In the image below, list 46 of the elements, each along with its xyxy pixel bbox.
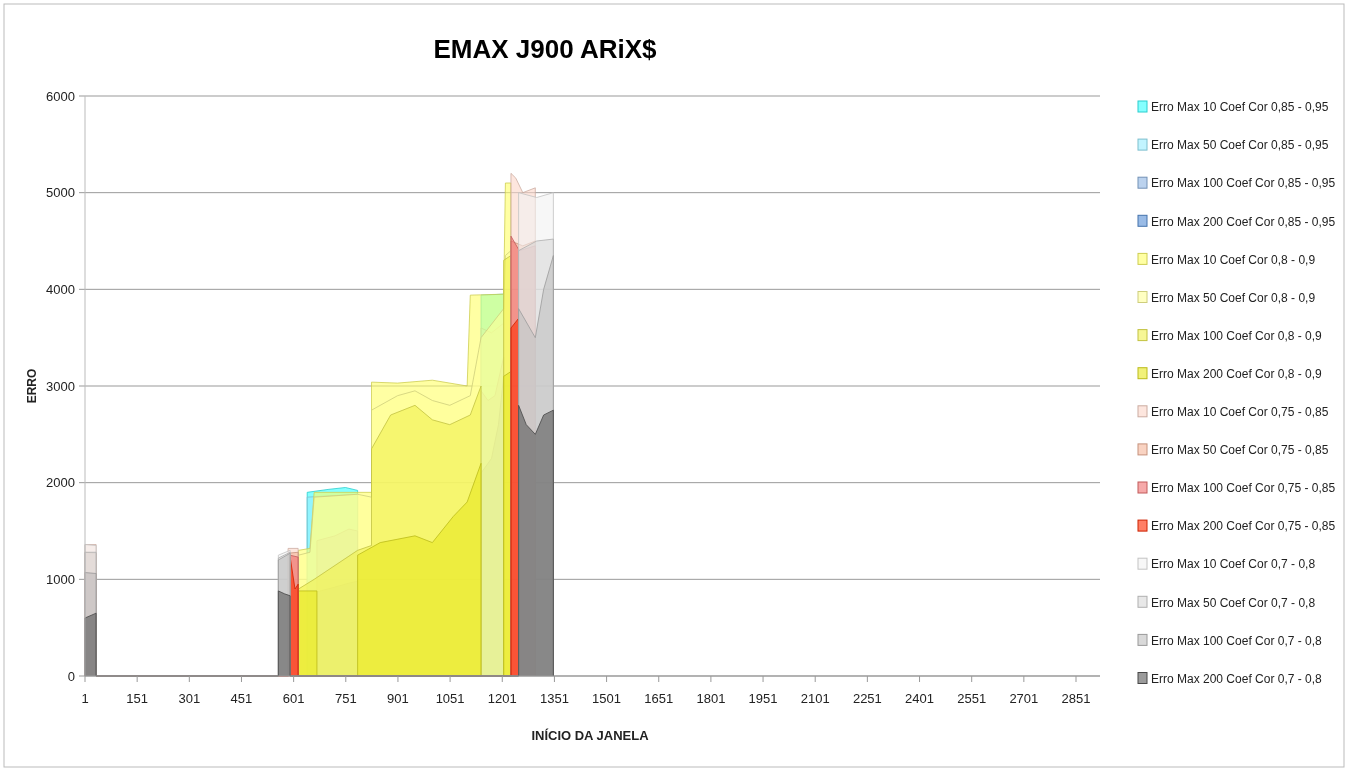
chart-title: EMAX J900 ARiX$ <box>433 34 658 64</box>
legend-label: Erro Max 200 Coef Cor 0,8 - 0,9 <box>1151 366 1323 381</box>
legend-label: Erro Max 50 Coef Cor 0,7 - 0,8 <box>1151 595 1316 610</box>
x-tick-label: 1 <box>81 691 89 706</box>
x-tick-label: 2251 <box>852 691 882 706</box>
legend-label: Erro Max 50 Coef Cor 0,75 - 0,85 <box>1151 443 1329 458</box>
legend-label: Erro Max 200 Coef Cor 0,7 - 0,8 <box>1151 671 1323 686</box>
x-tick-label: 1351 <box>539 691 569 706</box>
x-tick-label: 151 <box>126 691 149 706</box>
y-tick-label: 2000 <box>46 475 75 491</box>
x-tick-label: 2551 <box>957 691 987 706</box>
y-axis-title: ERRO <box>25 368 39 404</box>
legend-label: Erro Max 50 Coef Cor 0,8 - 0,9 <box>1151 290 1316 305</box>
x-tick-label: 751 <box>334 691 357 706</box>
y-tick-label: 4000 <box>46 281 75 297</box>
legend-label: Erro Max 50 Coef Cor 0,85 - 0,95 <box>1151 138 1329 153</box>
y-tick-label: 5000 <box>46 185 75 201</box>
x-tick-label: 2851 <box>1061 691 1091 706</box>
x-tick-label: 451 <box>230 691 253 706</box>
x-axis-title: INÍCIO DA JANELA <box>531 728 650 743</box>
x-tick-label: 601 <box>282 691 305 706</box>
legend-label: Erro Max 10 Coef Cor 0,85 - 0,95 <box>1151 100 1329 115</box>
x-tick-label: 301 <box>178 691 201 706</box>
x-tick-label: 1201 <box>487 691 517 706</box>
y-tick-label: 6000 <box>46 88 75 104</box>
legend-label: Erro Max 100 Coef Cor 0,7 - 0,8 <box>1151 633 1323 648</box>
legend-label: Erro Max 100 Coef Cor 0,8 - 0,9 <box>1151 328 1323 343</box>
legend-label: Erro Max 200 Coef Cor 0,75 - 0,85 <box>1151 519 1336 534</box>
x-tick-label: 901 <box>387 691 409 706</box>
legend-label: Erro Max 10 Coef Cor 0,7 - 0,8 <box>1151 557 1316 572</box>
y-tick-label: 0 <box>67 668 75 684</box>
x-tick-label: 2701 <box>1009 691 1039 706</box>
x-tick-label: 1951 <box>748 691 778 706</box>
x-tick-label: 1801 <box>696 691 726 706</box>
x-tick-label: 1501 <box>592 691 622 706</box>
legend-label: Erro Max 10 Coef Cor 0,8 - 0,9 <box>1151 252 1316 267</box>
legend-label: Erro Max 100 Coef Cor 0,75 - 0,85 <box>1151 481 1336 496</box>
y-tick-label: 3000 <box>46 378 75 394</box>
legend-label: Erro Max 200 Coef Cor 0,85 - 0,95 <box>1151 214 1336 229</box>
x-tick-label: 1051 <box>435 691 465 706</box>
legend-label: Erro Max 10 Coef Cor 0,75 - 0,85 <box>1151 405 1329 419</box>
y-tick-label: 1000 <box>46 571 75 587</box>
x-tick-label: 2401 <box>905 691 934 706</box>
x-tick-label: 1651 <box>644 691 674 706</box>
legend-label: Erro Max 100 Coef Cor 0,85 - 0,95 <box>1151 176 1336 191</box>
x-tick-label: 2101 <box>800 691 830 706</box>
